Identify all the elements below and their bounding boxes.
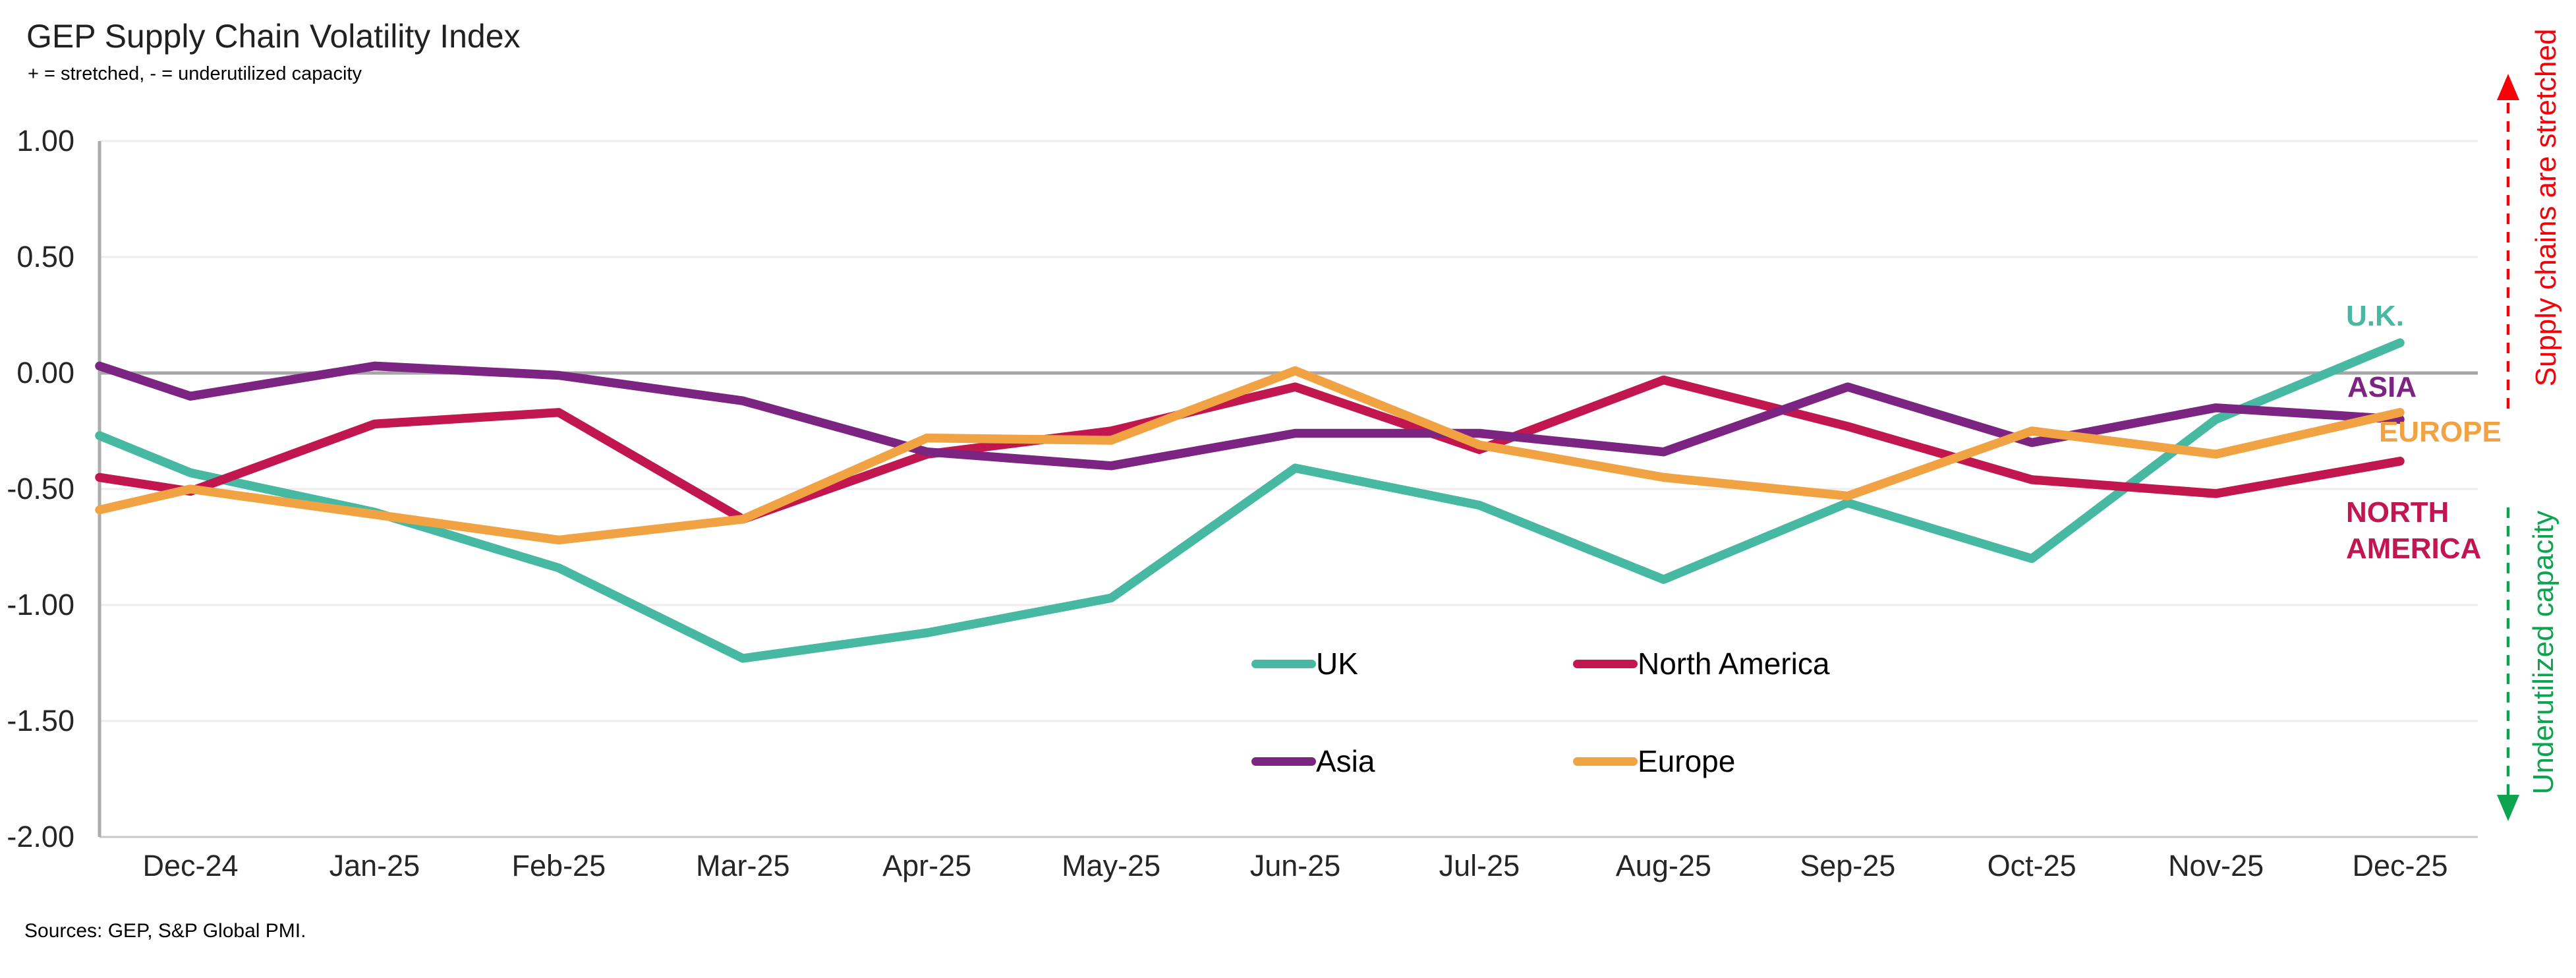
series-line-europe xyxy=(95,366,2405,545)
end-label-europe: EUROPE xyxy=(2379,416,2502,448)
end-label-north-america: NORTH AMERICA xyxy=(2346,496,2482,565)
y-axis-tick-label: 0.50 xyxy=(16,240,74,273)
legend-swatch-europe xyxy=(1573,757,1638,766)
x-axis-tick-label: Aug-25 xyxy=(1615,849,1711,882)
legend-label-uk: UK xyxy=(1316,647,1358,681)
annotation-underutilized-capacity: Underutilized capacity xyxy=(2527,510,2560,795)
legend-swatch-north-america xyxy=(1573,659,1638,668)
x-axis-tick-label: May-25 xyxy=(1062,849,1161,882)
legend-label-north-america: North America xyxy=(1638,647,1830,681)
y-axis-tick-label: -1.50 xyxy=(7,704,74,737)
x-axis-tick-label: Dec-24 xyxy=(142,849,239,882)
x-axis-tick-label: Jan-25 xyxy=(329,849,420,882)
annotation-supply-chains-stretched: Supply chains are stretched xyxy=(2530,28,2562,387)
chart-title: GEP Supply Chain Volatility Index xyxy=(26,18,521,55)
x-axis-tick-label: Dec-25 xyxy=(2352,849,2448,882)
x-axis-tick-label: Apr-25 xyxy=(882,849,972,882)
end-label-uk: U.K. xyxy=(2346,300,2404,332)
stretched-arrow-head-icon xyxy=(2497,74,2519,100)
y-axis-tick-label: -1.00 xyxy=(7,588,74,621)
x-axis-tick-label: Oct-25 xyxy=(1987,849,2076,882)
x-axis-tick-label: Sep-25 xyxy=(1800,849,1896,882)
y-axis-tick-label: -0.50 xyxy=(7,472,74,505)
y-axis-tick-label: 1.00 xyxy=(16,124,74,158)
legend-item-europe: Europe xyxy=(1573,741,1735,781)
x-axis-tick-label: Mar-25 xyxy=(695,849,790,882)
x-axis-tick-label: Feb-25 xyxy=(511,849,606,882)
legend-label-europe: Europe xyxy=(1638,744,1736,778)
legend-item-uk: UK xyxy=(1251,644,1358,683)
chart-subtitle: + = stretched, - = underutilized capacit… xyxy=(28,63,362,84)
legend-label-asia: Asia xyxy=(1316,744,1375,778)
source-note: Sources: GEP, S&P Global PMI. xyxy=(24,920,306,942)
y-axis-tick-label: 0.00 xyxy=(16,356,74,389)
x-axis-tick-label: Jul-25 xyxy=(1439,849,1520,882)
x-axis-tick-label: Jun-25 xyxy=(1249,849,1341,882)
legend-item-asia: Asia xyxy=(1251,741,1375,781)
legend-swatch-asia xyxy=(1251,757,1316,766)
series-line-asia xyxy=(95,361,2405,471)
underutilized-arrow-head-icon xyxy=(2497,795,2519,821)
x-axis-tick-label: Nov-25 xyxy=(2168,849,2264,882)
legend-swatch-uk xyxy=(1251,659,1316,668)
end-label-asia: ASIA xyxy=(2347,371,2417,403)
legend-item-north-america: North America xyxy=(1573,644,1829,683)
y-axis-tick-label: -2.00 xyxy=(7,820,74,853)
